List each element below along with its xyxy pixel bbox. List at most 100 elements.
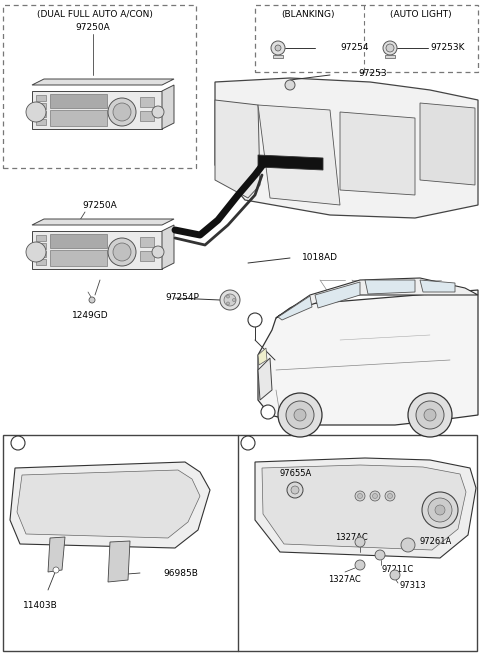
Circle shape xyxy=(261,405,275,419)
Circle shape xyxy=(113,243,131,261)
Circle shape xyxy=(53,567,59,573)
Circle shape xyxy=(248,313,262,327)
Text: 97254P: 97254P xyxy=(165,293,199,302)
Polygon shape xyxy=(50,234,107,248)
Circle shape xyxy=(287,482,303,498)
Text: a: a xyxy=(15,438,21,447)
Text: (AUTO LIGHT): (AUTO LIGHT) xyxy=(390,9,452,18)
Circle shape xyxy=(401,538,415,552)
Circle shape xyxy=(408,393,452,437)
Text: (BLANKING): (BLANKING) xyxy=(281,9,335,18)
Text: 97250A: 97250A xyxy=(76,24,110,33)
Circle shape xyxy=(424,409,436,421)
Polygon shape xyxy=(385,55,395,58)
Text: 97253K: 97253K xyxy=(430,43,465,52)
Circle shape xyxy=(224,294,236,306)
Polygon shape xyxy=(140,251,154,261)
Text: 97655A: 97655A xyxy=(280,468,312,478)
Polygon shape xyxy=(36,243,46,249)
Circle shape xyxy=(294,409,306,421)
Circle shape xyxy=(26,242,46,262)
Circle shape xyxy=(355,491,365,501)
Polygon shape xyxy=(32,91,162,129)
Text: 97254: 97254 xyxy=(340,43,369,52)
Circle shape xyxy=(152,246,164,258)
Polygon shape xyxy=(340,112,415,195)
Circle shape xyxy=(113,103,131,121)
Polygon shape xyxy=(108,541,130,582)
Circle shape xyxy=(370,491,380,501)
Bar xyxy=(3,5,196,168)
Polygon shape xyxy=(276,278,478,318)
Circle shape xyxy=(386,44,394,52)
Circle shape xyxy=(416,401,444,429)
Text: b: b xyxy=(252,316,258,325)
Text: 97250A: 97250A xyxy=(83,201,118,209)
Polygon shape xyxy=(36,111,46,117)
Circle shape xyxy=(227,302,229,305)
Circle shape xyxy=(291,486,299,494)
Polygon shape xyxy=(50,94,107,108)
Polygon shape xyxy=(162,85,174,129)
Polygon shape xyxy=(32,79,174,85)
Polygon shape xyxy=(17,470,200,538)
Text: 1327AC: 1327AC xyxy=(335,533,368,541)
Circle shape xyxy=(227,295,229,298)
Text: 1249GD: 1249GD xyxy=(72,312,108,321)
Circle shape xyxy=(422,492,458,528)
Polygon shape xyxy=(48,537,65,572)
Polygon shape xyxy=(215,100,260,198)
Polygon shape xyxy=(258,348,267,365)
Circle shape xyxy=(232,298,236,302)
Polygon shape xyxy=(36,235,46,241)
Circle shape xyxy=(286,401,314,429)
Circle shape xyxy=(375,550,385,560)
Polygon shape xyxy=(258,290,478,425)
Polygon shape xyxy=(140,111,154,121)
Polygon shape xyxy=(420,280,455,292)
Polygon shape xyxy=(255,458,476,558)
Circle shape xyxy=(390,570,400,580)
Polygon shape xyxy=(50,250,107,266)
Circle shape xyxy=(372,493,377,499)
Circle shape xyxy=(26,102,46,122)
Circle shape xyxy=(11,436,25,450)
Circle shape xyxy=(358,493,362,499)
Polygon shape xyxy=(36,95,46,101)
Polygon shape xyxy=(273,55,283,58)
Text: 97253: 97253 xyxy=(358,68,386,77)
Polygon shape xyxy=(36,259,46,265)
Text: 97313: 97313 xyxy=(400,581,427,590)
Circle shape xyxy=(435,505,445,515)
Circle shape xyxy=(428,498,452,522)
Polygon shape xyxy=(258,358,272,400)
Polygon shape xyxy=(258,155,323,170)
Circle shape xyxy=(241,436,255,450)
Polygon shape xyxy=(262,465,466,550)
Circle shape xyxy=(383,41,397,55)
Polygon shape xyxy=(32,219,174,225)
Polygon shape xyxy=(140,237,154,247)
Circle shape xyxy=(275,45,281,51)
Text: 1018AD: 1018AD xyxy=(302,253,338,262)
Polygon shape xyxy=(420,103,475,185)
Bar xyxy=(255,5,478,72)
Circle shape xyxy=(108,98,136,126)
Text: 97211C: 97211C xyxy=(382,565,414,575)
Circle shape xyxy=(108,238,136,266)
Circle shape xyxy=(285,80,295,90)
Circle shape xyxy=(387,493,393,499)
Polygon shape xyxy=(162,225,174,269)
Polygon shape xyxy=(36,251,46,257)
Polygon shape xyxy=(278,296,312,320)
Polygon shape xyxy=(36,103,46,109)
Text: a: a xyxy=(265,407,271,417)
Circle shape xyxy=(355,560,365,570)
Polygon shape xyxy=(50,110,107,126)
Text: 11403B: 11403B xyxy=(23,600,58,609)
Circle shape xyxy=(278,393,322,437)
Text: b: b xyxy=(245,438,251,447)
Circle shape xyxy=(220,290,240,310)
Text: 97261A: 97261A xyxy=(420,537,452,546)
Circle shape xyxy=(385,491,395,501)
